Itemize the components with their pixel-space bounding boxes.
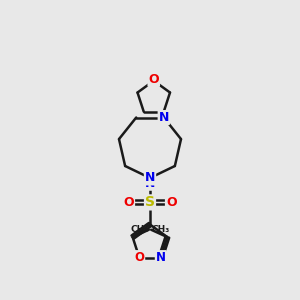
Text: S: S [145, 195, 155, 209]
Text: N: N [145, 177, 155, 190]
Text: CH₃: CH₃ [130, 225, 149, 234]
Text: O: O [166, 196, 176, 209]
Text: N: N [156, 251, 166, 264]
Text: O: O [124, 196, 134, 209]
Text: O: O [148, 73, 159, 86]
Text: O: O [134, 251, 144, 264]
Text: N: N [159, 111, 169, 124]
Text: CH₃: CH₃ [151, 225, 169, 234]
Text: N: N [145, 172, 155, 184]
